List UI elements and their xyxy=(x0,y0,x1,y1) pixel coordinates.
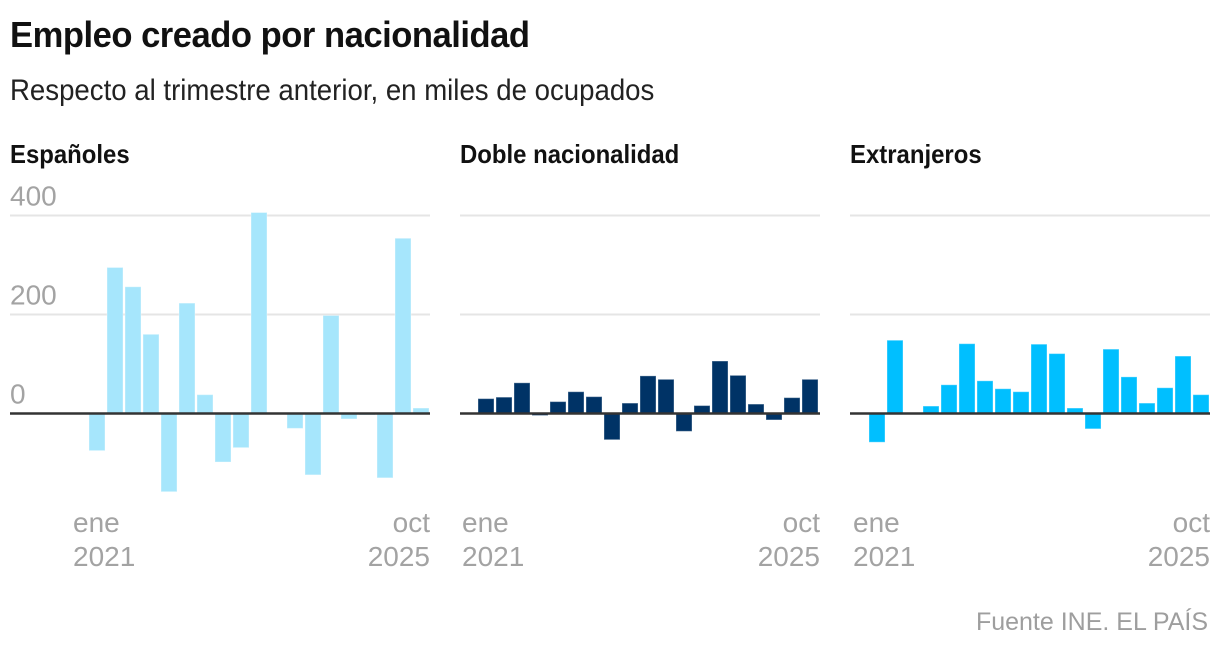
bar-extranjeros-2021-t3 xyxy=(886,339,904,414)
bar-espanoles-2021-t4 xyxy=(124,286,142,414)
panel-title-extranjeros: Extranjeros xyxy=(850,139,982,169)
bar-extranjeros-2023-t2 xyxy=(1012,391,1030,415)
x-end-label-year: 2025 xyxy=(1148,541,1210,572)
panel-title-doble-nacionalidad: Doble nacionalidad xyxy=(460,139,680,169)
x-start-label-month: ene xyxy=(462,507,509,538)
bar-doble-nacionalidad-2025-t3 xyxy=(783,397,801,415)
x-start-label-month: ene xyxy=(853,507,900,538)
x-start-label-year: 2021 xyxy=(853,541,915,572)
bar-espanoles-2021-t3 xyxy=(106,266,124,414)
bar-espanoles-2023-t3 xyxy=(250,212,268,414)
bar-espanoles-2022-t2 xyxy=(160,413,178,493)
bar-doble-nacionalidad-2022-t2 xyxy=(549,401,567,414)
bar-extranjeros-2021-t2 xyxy=(868,413,886,443)
x-end-label-month: oct xyxy=(783,507,821,538)
bar-doble-nacionalidad-2025-t1 xyxy=(747,403,765,415)
bar-doble-nacionalidad-2022-t4 xyxy=(585,396,603,415)
bar-extranjeros-2025-t3 xyxy=(1174,355,1192,414)
x-end-label-month: oct xyxy=(1173,507,1211,538)
bar-espanoles-2023-t2 xyxy=(232,413,250,449)
bar-extranjeros-2023-t1 xyxy=(994,388,1012,414)
bar-doble-nacionalidad-2021-t3 xyxy=(495,396,513,415)
bar-extranjeros-2023-t4 xyxy=(1048,353,1066,415)
bar-espanoles-2022-t4 xyxy=(196,394,214,415)
bar-doble-nacionalidad-2023-t2 xyxy=(621,402,639,415)
bar-doble-nacionalidad-2023-t1 xyxy=(603,413,621,441)
bar-doble-nacionalidad-2023-t3 xyxy=(639,375,657,415)
panel-title-espanoles: Españoles xyxy=(10,139,130,169)
bar-doble-nacionalidad-2021-t2 xyxy=(477,398,495,414)
x-end-label-year: 2025 xyxy=(368,541,430,572)
x-end-label-year: 2025 xyxy=(758,541,820,572)
bar-extranjeros-2023-t3 xyxy=(1030,343,1048,415)
x-end-label-month: oct xyxy=(393,507,431,538)
bar-extranjeros-2024-t2 xyxy=(1084,413,1102,430)
bar-doble-nacionalidad-2024-t4 xyxy=(729,374,747,415)
y-tick-label-400: 400 xyxy=(10,181,57,212)
bar-extranjeros-2022-t3 xyxy=(958,343,976,414)
bar-doble-nacionalidad-2025-t4 xyxy=(801,378,819,414)
bar-espanoles-2022-t1 xyxy=(142,333,160,414)
bar-espanoles-2024-t1 xyxy=(286,413,304,429)
bar-espanoles-2025-t2 xyxy=(376,413,394,479)
bar-extranjeros-2024-t4 xyxy=(1120,376,1138,414)
bar-extranjeros-2024-t3 xyxy=(1102,348,1120,414)
y-tick-label-200: 200 xyxy=(10,280,57,311)
bar-extranjeros-2022-t4 xyxy=(976,380,994,414)
x-start-label-year: 2021 xyxy=(462,541,524,572)
bar-espanoles-2022-t3 xyxy=(178,302,196,414)
chart-subtitle: Respecto al trimestre anterior, en miles… xyxy=(10,74,655,107)
bar-extranjeros-2025-t1 xyxy=(1138,402,1156,415)
source-credit: Fuente INE. EL PAÍS xyxy=(975,608,1208,636)
bar-espanoles-2021-t2 xyxy=(88,413,106,452)
x-start-label-year: 2021 xyxy=(73,541,135,572)
bar-espanoles-2025-t3 xyxy=(394,237,412,414)
bar-doble-nacionalidad-2024-t3 xyxy=(711,360,729,414)
bar-espanoles-2024-t2 xyxy=(304,413,322,476)
bar-doble-nacionalidad-2022-t3 xyxy=(567,391,585,415)
bar-doble-nacionalidad-2021-t4 xyxy=(513,382,531,414)
bar-doble-nacionalidad-2024-t1 xyxy=(675,413,693,432)
bar-doble-nacionalidad-2023-t4 xyxy=(657,378,675,414)
y-tick-label-0: 0 xyxy=(10,379,26,410)
bar-espanoles-2023-t1 xyxy=(214,413,232,463)
bar-espanoles-2024-t3 xyxy=(322,314,340,414)
chart-title: Empleo creado por nacionalidad xyxy=(10,14,530,55)
bar-extranjeros-2022-t2 xyxy=(940,384,958,415)
x-start-label-month: ene xyxy=(73,507,120,538)
bar-extranjeros-2025-t4 xyxy=(1192,394,1210,415)
bar-extranjeros-2025-t2 xyxy=(1156,387,1174,415)
